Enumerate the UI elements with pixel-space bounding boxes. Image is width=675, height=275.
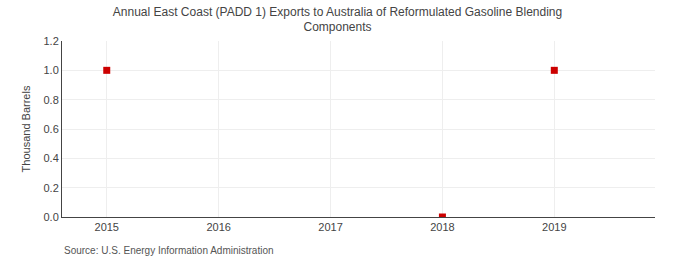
svg-text:2019: 2019 — [542, 221, 566, 233]
svg-text:2015: 2015 — [95, 221, 119, 233]
svg-text:2016: 2016 — [206, 221, 230, 233]
svg-text:Thousand Barrels: Thousand Barrels — [20, 85, 32, 172]
svg-text:Annual East Coast (PADD 1) Exp: Annual East Coast (PADD 1) Exports to Au… — [113, 5, 562, 35]
svg-text:0.6: 0.6 — [44, 123, 59, 135]
svg-text:2017: 2017 — [318, 221, 342, 233]
svg-text:0.8: 0.8 — [44, 94, 59, 106]
svg-text:2018: 2018 — [430, 221, 454, 233]
svg-text:Source: U.S. Energy Informatio: Source: U.S. Energy Information Administ… — [64, 245, 274, 256]
svg-text:1.0: 1.0 — [44, 64, 59, 76]
svg-text:0.4: 0.4 — [44, 152, 59, 164]
svg-text:0.0: 0.0 — [44, 211, 59, 223]
svg-text:0.2: 0.2 — [44, 182, 59, 194]
svg-text:1.2: 1.2 — [44, 35, 59, 47]
